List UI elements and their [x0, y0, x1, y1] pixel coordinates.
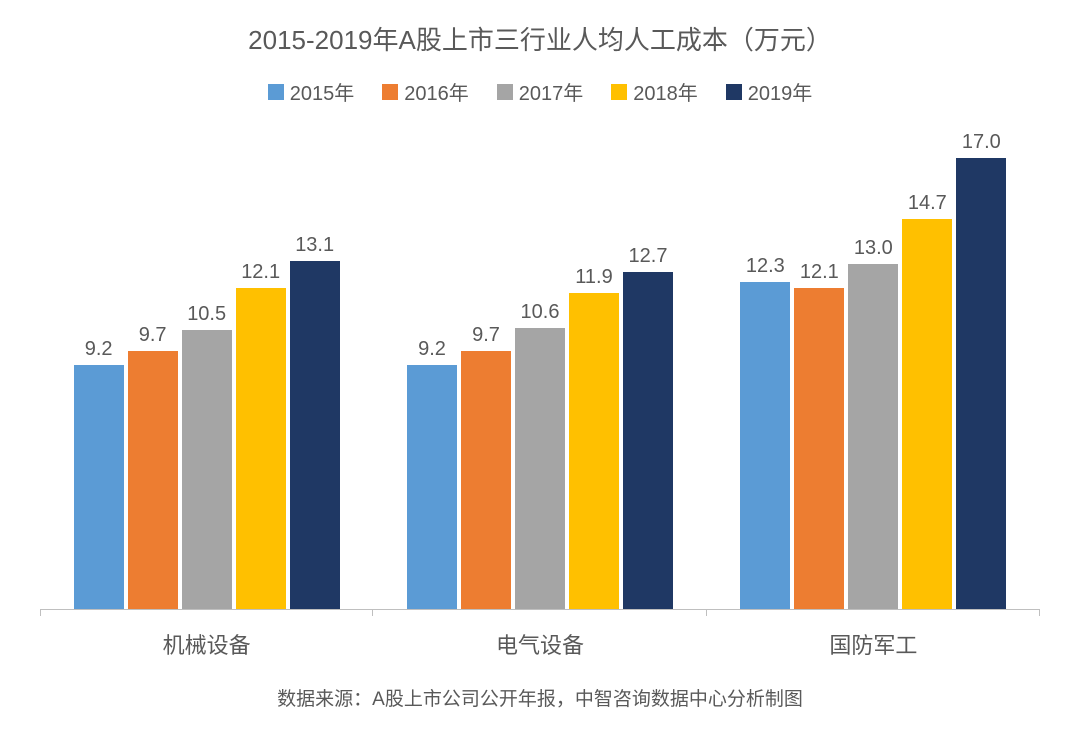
bar-value-label: 13.1 — [295, 234, 334, 257]
bar — [956, 158, 1006, 609]
bar — [236, 288, 286, 609]
bar — [740, 282, 790, 609]
legend-label: 2019年 — [748, 77, 813, 106]
bar-value-label: 9.7 — [139, 324, 167, 347]
bar-wrap: 12.3 — [740, 131, 790, 609]
bar-wrap: 11.9 — [569, 131, 619, 609]
bar — [623, 272, 673, 609]
chart-container: 2015-2019年A股上市三行业人均人工成本（万元） 2015年 2016年 … — [0, 0, 1080, 741]
bar-value-label: 14.7 — [908, 192, 947, 215]
bar-value-label: 9.2 — [418, 338, 446, 361]
bar — [182, 330, 232, 609]
bar — [848, 264, 898, 609]
bar — [290, 261, 340, 609]
legend-item-2019: 2019年 — [726, 77, 813, 106]
bar-value-label: 10.5 — [187, 303, 226, 326]
bar-value-label: 12.1 — [800, 261, 839, 284]
x-tick — [40, 609, 41, 616]
bar-wrap: 13.1 — [290, 131, 340, 609]
bar-value-label: 13.0 — [854, 237, 893, 260]
bar-wrap: 17.0 — [956, 131, 1006, 609]
bar-wrap: 9.7 — [128, 131, 178, 609]
legend-item-2016: 2016年 — [382, 77, 469, 106]
legend-item-2018: 2018年 — [611, 77, 698, 106]
plot-area: 9.2 9.7 10.5 12.1 13.1 9.2 9.7 10.6 11.9 12.7 12.3… — [40, 131, 1040, 610]
data-source: 数据来源：A股上市公司公开年报，中智咨询数据中心分析制图 — [40, 684, 1040, 711]
bar — [569, 293, 619, 609]
bar — [902, 219, 952, 609]
legend: 2015年 2016年 2017年 2018年 2019年 — [40, 77, 1040, 106]
bar-value-label: 12.3 — [746, 255, 785, 278]
bar-value-label: 9.7 — [472, 324, 500, 347]
bar — [794, 288, 844, 609]
legend-item-2015: 2015年 — [268, 77, 355, 106]
legend-label: 2017年 — [519, 77, 584, 106]
category-group: 9.2 9.7 10.5 12.1 13.1 — [40, 131, 373, 609]
bar-wrap: 9.7 — [461, 131, 511, 609]
bar-wrap: 12.7 — [623, 131, 673, 609]
bar — [128, 351, 178, 609]
bar-value-label: 10.6 — [521, 301, 560, 324]
category-group: 12.3 12.1 13.0 14.7 17.0 — [707, 131, 1040, 609]
x-axis-label: 电气设备 — [373, 628, 706, 660]
bar-wrap: 10.5 — [182, 131, 232, 609]
bar-wrap: 13.0 — [848, 131, 898, 609]
bar-wrap: 10.6 — [515, 131, 565, 609]
x-tick — [372, 609, 373, 616]
legend-swatch — [726, 84, 742, 100]
bar-value-label: 11.9 — [575, 266, 612, 289]
x-axis-label: 机械设备 — [40, 628, 373, 660]
bar-wrap: 9.2 — [74, 131, 124, 609]
x-axis-label: 国防军工 — [707, 628, 1040, 660]
bar-value-label: 12.1 — [241, 261, 280, 284]
category-group: 9.2 9.7 10.6 11.9 12.7 — [373, 131, 706, 609]
bar-wrap: 12.1 — [236, 131, 286, 609]
bar — [461, 351, 511, 609]
bar — [515, 328, 565, 609]
legend-label: 2015年 — [290, 77, 355, 106]
bar-value-label: 9.2 — [85, 338, 113, 361]
legend-swatch — [611, 84, 627, 100]
bar-wrap: 14.7 — [902, 131, 952, 609]
bar-wrap: 12.1 — [794, 131, 844, 609]
chart-title: 2015-2019年A股上市三行业人均人工成本（万元） — [40, 20, 1040, 57]
legend-swatch — [382, 84, 398, 100]
bar — [74, 365, 124, 609]
legend-item-2017: 2017年 — [497, 77, 584, 106]
legend-swatch — [268, 84, 284, 100]
x-tick — [1039, 609, 1040, 616]
x-tick — [706, 609, 707, 616]
bar-wrap: 9.2 — [407, 131, 457, 609]
bar-value-label: 17.0 — [962, 131, 1001, 154]
x-axis: 机械设备 电气设备 国防军工 — [40, 628, 1040, 660]
bar-value-label: 12.7 — [629, 245, 668, 268]
bar — [407, 365, 457, 609]
legend-swatch — [497, 84, 513, 100]
legend-label: 2016年 — [404, 77, 469, 106]
legend-label: 2018年 — [633, 77, 698, 106]
